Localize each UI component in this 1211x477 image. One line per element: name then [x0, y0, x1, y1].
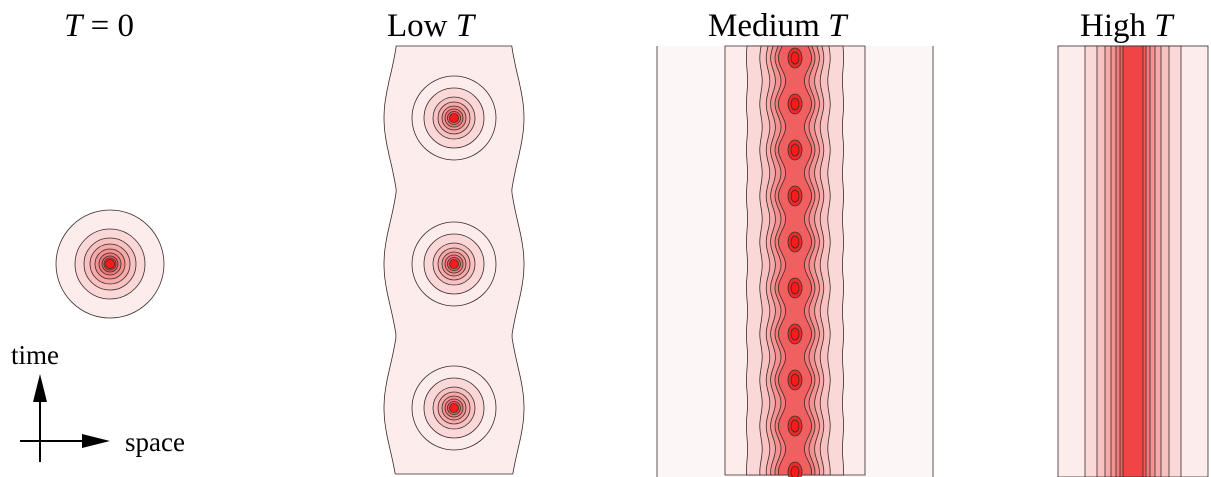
space-axis-label: space — [125, 427, 185, 457]
medium-core-1 — [790, 97, 800, 111]
panel-title-high-prefix: High — [1080, 8, 1155, 44]
high-band-7 — [1122, 45, 1144, 477]
blob-low-1-core — [449, 259, 459, 269]
time-arrow-head-icon — [33, 374, 47, 402]
panel-title-t0-var: T — [64, 8, 83, 44]
blob-low-0-core — [449, 113, 459, 123]
panel-high — [1057, 45, 1209, 477]
medium-core-4 — [790, 235, 800, 249]
panel-title-low-var: T — [455, 8, 475, 44]
blob-t0-core — [105, 259, 115, 269]
medium-core-3 — [790, 189, 800, 203]
medium-core-8 — [790, 419, 800, 433]
panel-title-medium: Medium T — [708, 6, 846, 46]
medium-core-9 — [790, 465, 800, 477]
medium-core-5 — [790, 281, 800, 295]
space-arrow-head-icon — [82, 434, 110, 448]
panel-title-t0: T = 0 — [64, 6, 134, 46]
panel-title-low: Low T — [387, 6, 474, 46]
blob-low-2-core — [449, 403, 459, 413]
axes-indicator — [20, 374, 110, 462]
medium-core-7 — [790, 373, 800, 387]
panel-title-t0-suffix: = 0 — [82, 8, 134, 44]
panel-t0 — [55, 209, 165, 319]
panel-title-high-var: T — [1154, 8, 1173, 44]
panel-title-medium-var: T — [828, 8, 847, 44]
medium-core-6 — [790, 327, 800, 341]
panel-low — [383, 45, 525, 475]
panel-title-medium-prefix: Medium — [708, 8, 829, 44]
medium-core-0 — [790, 51, 800, 65]
time-axis-label: time — [11, 340, 59, 370]
panel-medium — [656, 45, 934, 477]
medium-band-6 — [777, 45, 813, 476]
panel-title-low-prefix: Low — [387, 8, 456, 44]
panel-title-high: High T — [1080, 6, 1173, 46]
medium-core-2 — [790, 143, 800, 157]
